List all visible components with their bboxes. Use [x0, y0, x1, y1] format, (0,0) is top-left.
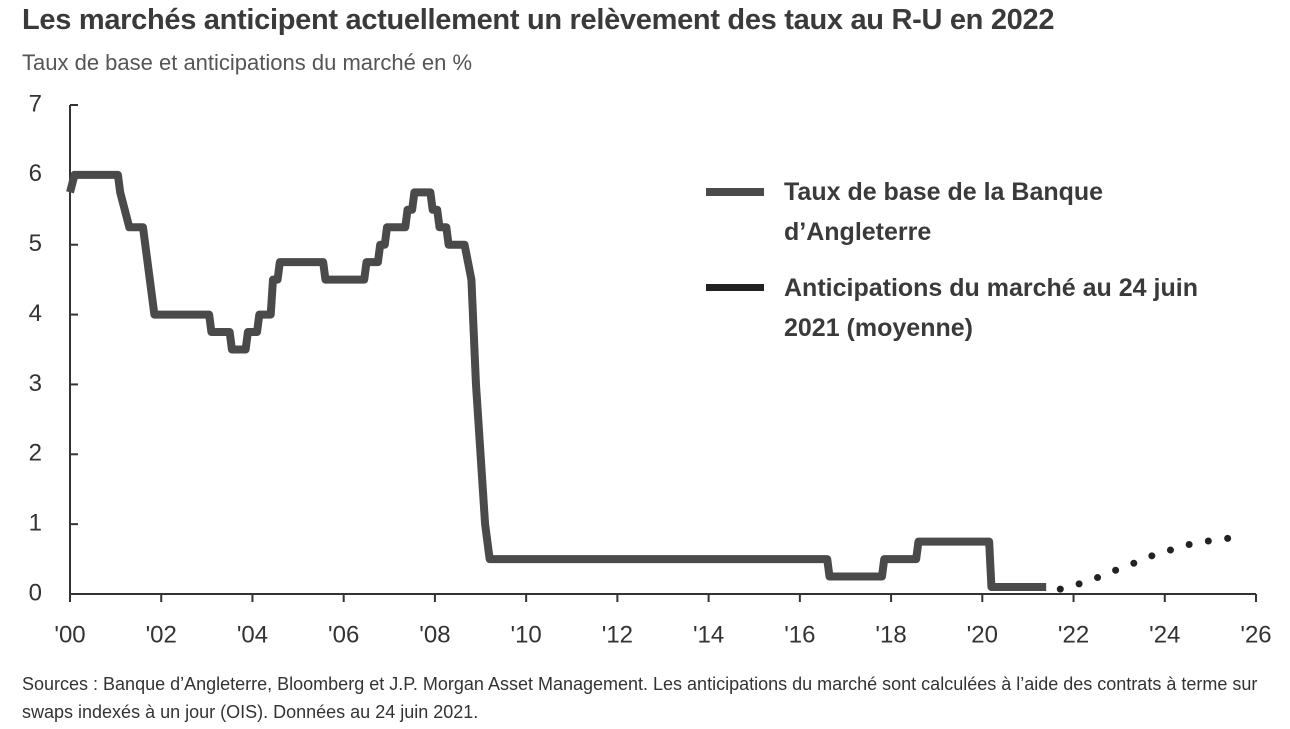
x-tick-label: '24	[1149, 621, 1180, 648]
y-tick-label: 4	[29, 300, 42, 327]
x-tick-label: '22	[1058, 621, 1089, 648]
x-tick-label: '08	[419, 621, 450, 648]
x-tick-label: '16	[784, 621, 815, 648]
x-tick-label: '06	[328, 621, 359, 648]
footnote: Sources : Banque d’Angleterre, Bloomberg…	[22, 674, 1258, 722]
x-tick-label: '02	[146, 621, 177, 648]
legend-swatch	[706, 188, 764, 196]
chart-title: Les marchés anticipent actuellement un r…	[22, 4, 1055, 36]
y-tick-label: 3	[29, 370, 42, 397]
legend-label: Taux de base de la Banque d’Angleterre	[784, 178, 1104, 246]
y-tick-label: 5	[29, 230, 42, 257]
series-line	[66, 170, 1047, 592]
x-tick-label: '00	[54, 621, 85, 648]
x-tick-label: '10	[511, 621, 542, 648]
legend-entry: Taux de base de la Banque d’Angleterre	[706, 172, 1224, 252]
legend-label: Anticipations du marché au 24 juin 2021 …	[784, 274, 1198, 342]
x-tick-label: '04	[237, 621, 268, 648]
x-tick-label: '14	[693, 621, 724, 648]
x-tick-label: '18	[875, 621, 906, 648]
legend-entry: Anticipations du marché au 24 juin 2021 …	[706, 268, 1224, 348]
y-tick-label: 2	[29, 440, 42, 467]
chart-subtitle: Taux de base et anticipations du marché …	[22, 50, 473, 75]
y-tick-label: 1	[29, 509, 42, 536]
series-line	[1056, 532, 1247, 593]
x-tick-label: '26	[1240, 621, 1271, 648]
legend-swatch	[706, 284, 764, 291]
y-tick-label: 6	[29, 160, 42, 187]
y-tick-label: 0	[29, 579, 42, 606]
x-tick-label: '20	[967, 621, 998, 648]
x-tick-label: '12	[602, 621, 633, 648]
y-tick-label: 7	[29, 90, 42, 117]
